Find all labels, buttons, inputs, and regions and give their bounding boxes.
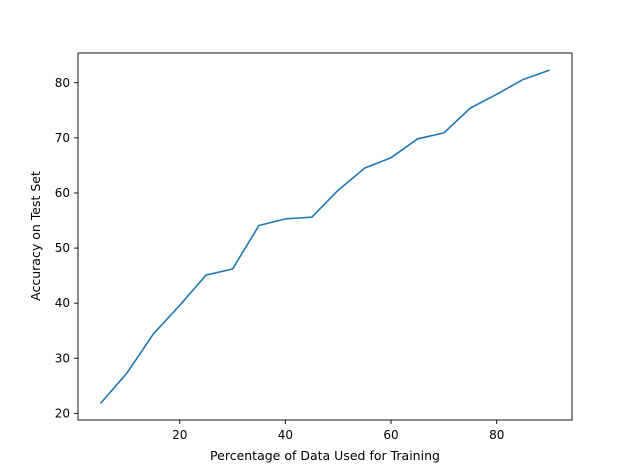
x-tick-label: 80	[489, 428, 504, 442]
y-tick-label: 20	[55, 406, 70, 420]
plot-frame	[77, 52, 573, 421]
y-axis-label: Accuracy on Test Set	[28, 171, 43, 301]
plot-area	[77, 52, 573, 421]
y-tick-label: 30	[55, 351, 70, 365]
x-tick-label: 60	[383, 428, 398, 442]
y-tick-label: 60	[55, 186, 70, 200]
x-tick-label: 20	[172, 428, 187, 442]
y-tick-label: 70	[55, 131, 70, 145]
y-axis: 20 30 40 50 60 70 80	[55, 76, 78, 420]
series-line-0	[99, 69, 550, 404]
y-tick-label: 40	[55, 296, 70, 310]
x-tick-label: 40	[278, 428, 293, 442]
y-tick-label: 80	[55, 76, 70, 90]
y-tick-label: 50	[55, 241, 70, 255]
x-axis-label: Percentage of Data Used for Training	[210, 448, 440, 463]
x-axis: 20 40 60 80	[172, 420, 504, 442]
